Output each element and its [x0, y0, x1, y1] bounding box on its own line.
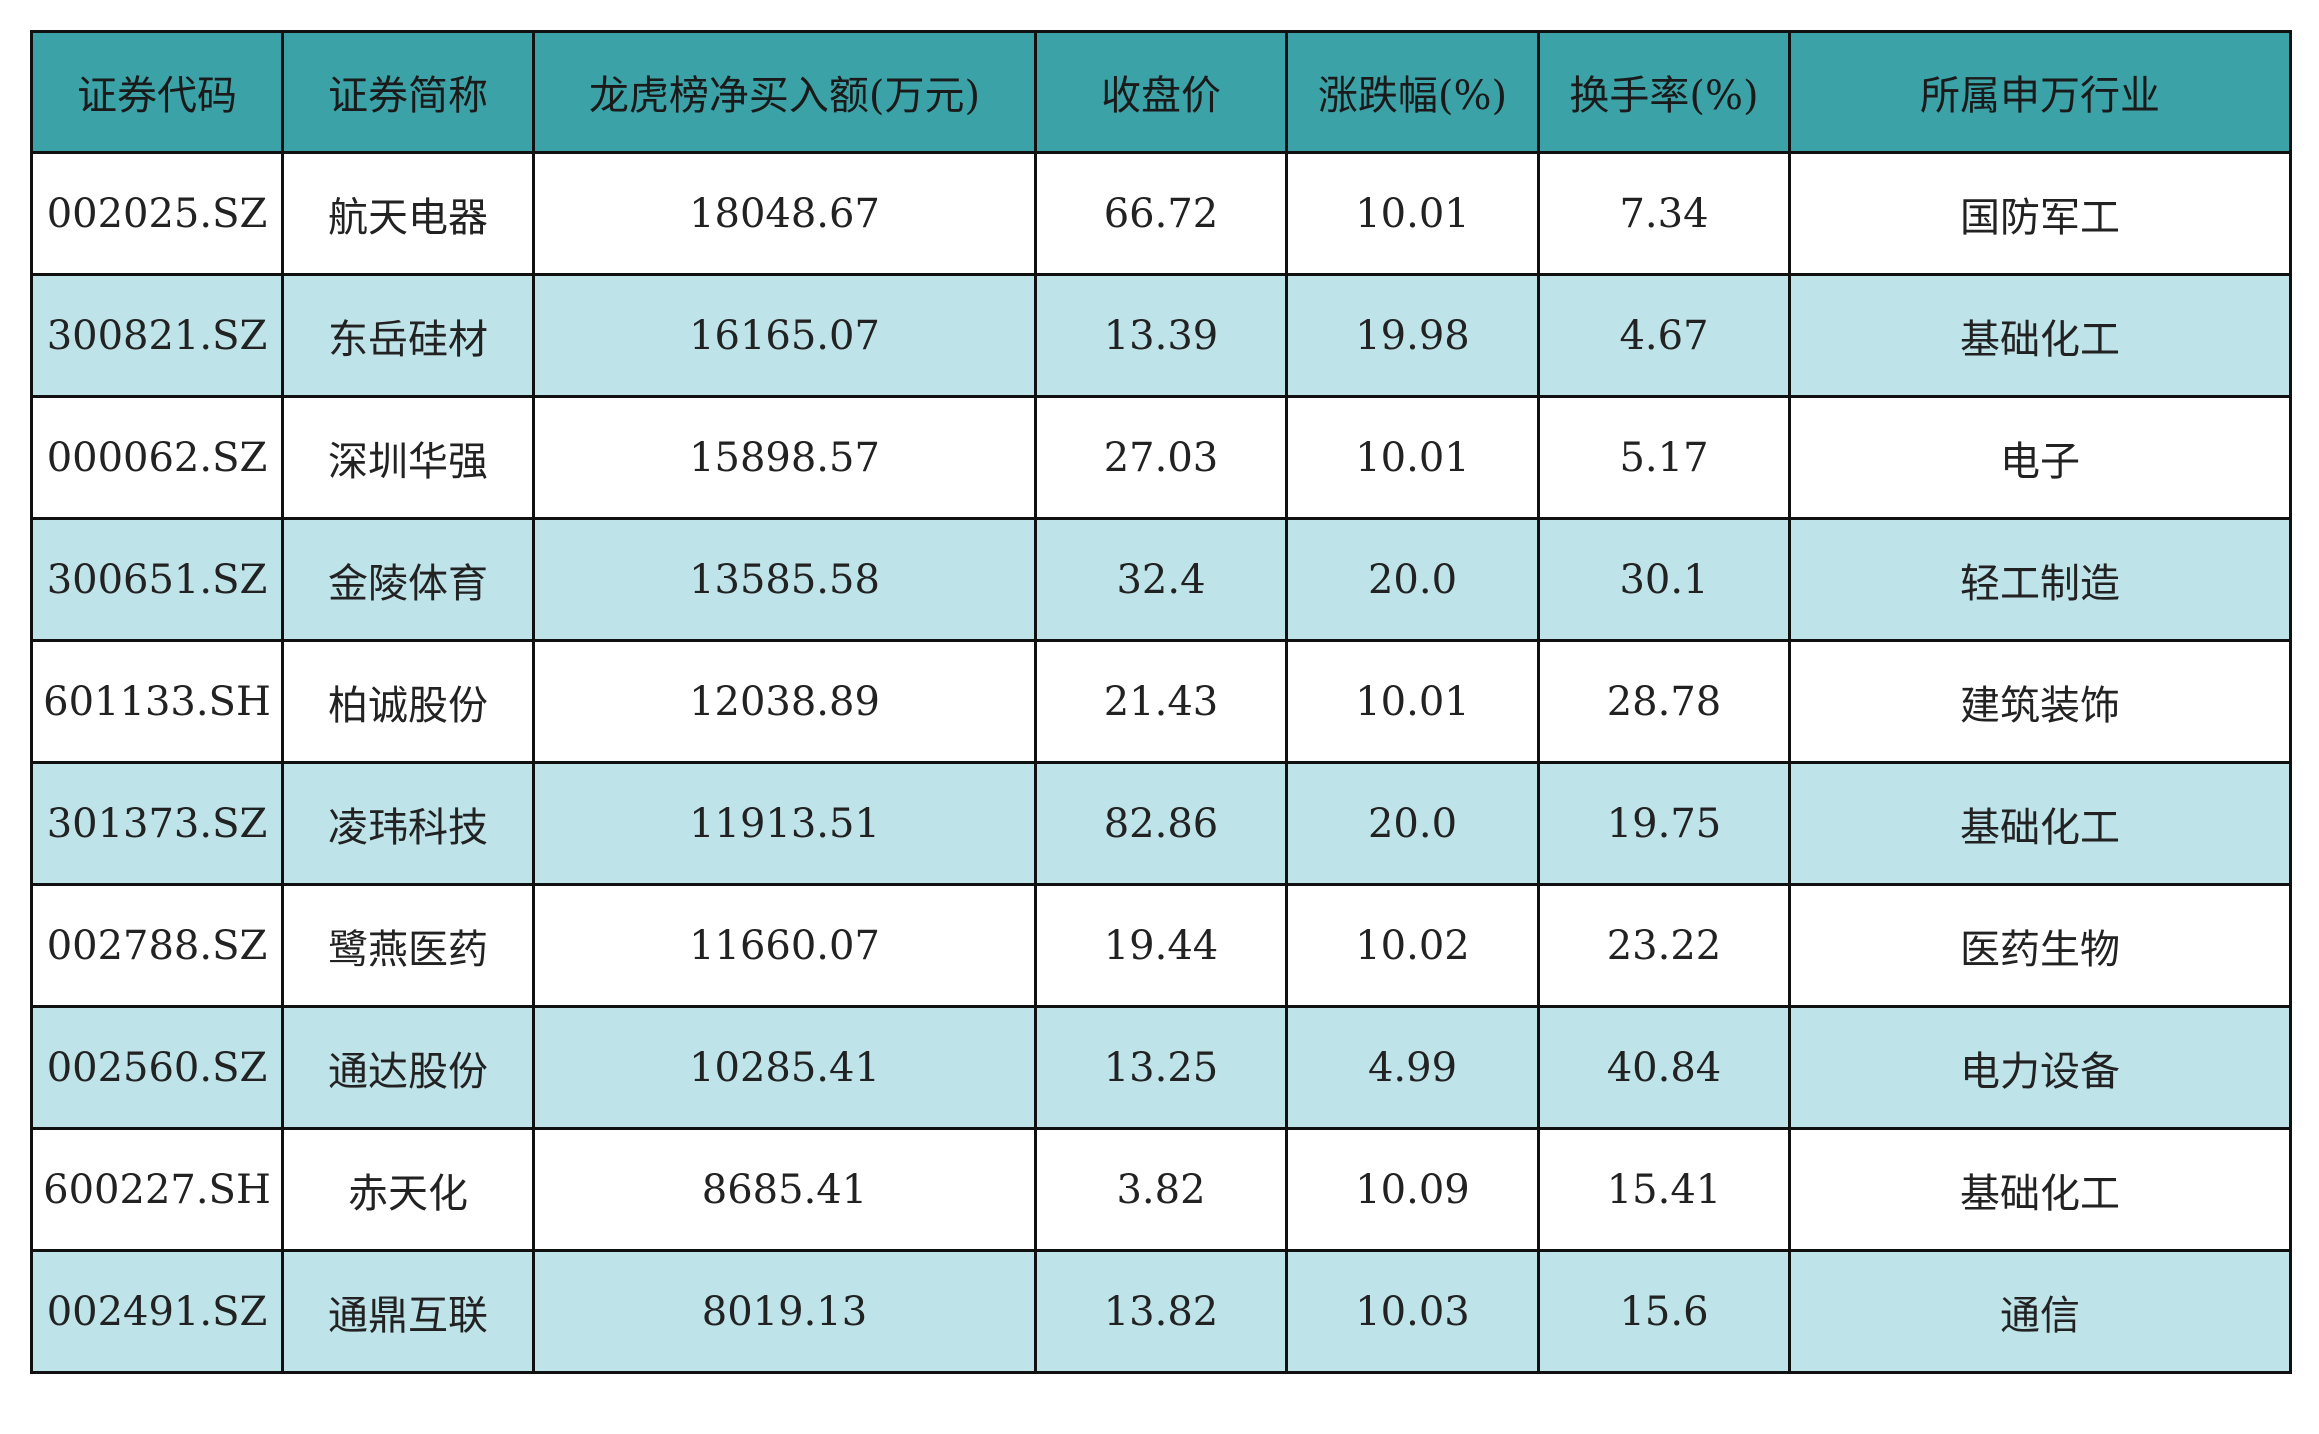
cell-industry: 电子 — [1788, 395, 2292, 520]
cell-stock-name: 赤天化 — [281, 1127, 535, 1252]
cell-industry: 电力设备 — [1788, 1005, 2292, 1130]
cell-stock-code: 002788.SZ — [30, 883, 284, 1008]
cell-turnover: 19.75 — [1537, 761, 1791, 886]
cell-net-buy: 10285.41 — [532, 1005, 1037, 1130]
cell-stock-name: 东岳硅材 — [281, 273, 535, 398]
cell-industry: 基础化工 — [1788, 1127, 2292, 1252]
cell-industry: 基础化工 — [1788, 761, 2292, 886]
cell-stock-code: 600227.SH — [30, 1127, 284, 1252]
cell-turnover: 28.78 — [1537, 639, 1791, 764]
cell-change-pct: 20.0 — [1285, 517, 1540, 642]
cell-net-buy: 8019.13 — [532, 1249, 1037, 1374]
cell-net-buy: 12038.89 — [532, 639, 1037, 764]
header-stock-code: 证券代码 — [30, 30, 284, 154]
cell-industry: 国防军工 — [1788, 151, 2292, 276]
table-row: 000062.SZ 深圳华强 15898.57 27.03 10.01 5.17 电子 — [30, 395, 2292, 520]
cell-stock-name: 航天电器 — [281, 151, 535, 276]
cell-close-price: 13.39 — [1034, 273, 1288, 398]
cell-net-buy: 11913.51 — [532, 761, 1037, 886]
cell-turnover: 7.34 — [1537, 151, 1791, 276]
cell-net-buy: 16165.07 — [532, 273, 1037, 398]
cell-stock-code: 002025.SZ — [30, 151, 284, 276]
cell-industry: 建筑装饰 — [1788, 639, 2292, 764]
cell-stock-code: 002560.SZ — [30, 1005, 284, 1130]
cell-change-pct: 4.99 — [1285, 1005, 1540, 1130]
cell-net-buy: 8685.41 — [532, 1127, 1037, 1252]
table-row: 002560.SZ 通达股份 10285.41 13.25 4.99 40.84 电力设备 — [30, 1005, 2292, 1130]
cell-stock-code: 300821.SZ — [30, 273, 284, 398]
cell-turnover: 23.22 — [1537, 883, 1791, 1008]
cell-close-price: 27.03 — [1034, 395, 1288, 520]
header-row: 证券代码 证券简称 龙虎榜净买入额(万元) 收盘价 涨跌幅(%) 换手率(%) … — [30, 30, 2292, 154]
cell-close-price: 32.4 — [1034, 517, 1288, 642]
cell-turnover: 15.6 — [1537, 1249, 1791, 1374]
table-row: 300821.SZ 东岳硅材 16165.07 13.39 19.98 4.67 基础化工 — [30, 273, 2292, 398]
cell-net-buy: 18048.67 — [532, 151, 1037, 276]
cell-industry: 医药生物 — [1788, 883, 2292, 1008]
cell-stock-name: 通达股份 — [281, 1005, 535, 1130]
cell-close-price: 82.86 — [1034, 761, 1288, 886]
cell-net-buy: 15898.57 — [532, 395, 1037, 520]
cell-net-buy: 13585.58 — [532, 517, 1037, 642]
cell-change-pct: 10.02 — [1285, 883, 1540, 1008]
cell-change-pct: 10.09 — [1285, 1127, 1540, 1252]
table-row: 002025.SZ 航天电器 18048.67 66.72 10.01 7.34 国防军工 — [30, 151, 2292, 276]
dragon-tiger-list-table: 证券代码 证券简称 龙虎榜净买入额(万元) 收盘价 涨跌幅(%) 换手率(%) … — [30, 30, 2292, 1374]
cell-close-price: 13.25 — [1034, 1005, 1288, 1130]
cell-turnover: 4.67 — [1537, 273, 1791, 398]
cell-stock-name: 柏诚股份 — [281, 639, 535, 764]
cell-close-price: 21.43 — [1034, 639, 1288, 764]
cell-change-pct: 20.0 — [1285, 761, 1540, 886]
cell-stock-name: 凌玮科技 — [281, 761, 535, 886]
cell-stock-code: 000062.SZ — [30, 395, 284, 520]
cell-close-price: 66.72 — [1034, 151, 1288, 276]
cell-change-pct: 10.01 — [1285, 151, 1540, 276]
cell-close-price: 13.82 — [1034, 1249, 1288, 1374]
cell-turnover: 5.17 — [1537, 395, 1791, 520]
table-row: 600227.SH 赤天化 8685.41 3.82 10.09 15.41 基础化工 — [30, 1127, 2292, 1252]
cell-industry: 轻工制造 — [1788, 517, 2292, 642]
header-industry: 所属申万行业 — [1788, 30, 2292, 154]
table-row: 301373.SZ 凌玮科技 11913.51 82.86 20.0 19.75 基础化工 — [30, 761, 2292, 886]
cell-change-pct: 10.01 — [1285, 639, 1540, 764]
header-turnover: 换手率(%) — [1537, 30, 1791, 154]
cell-stock-code: 301373.SZ — [30, 761, 284, 886]
cell-stock-code: 300651.SZ — [30, 517, 284, 642]
header-close-price: 收盘价 — [1034, 30, 1288, 154]
cell-stock-code: 601133.SH — [30, 639, 284, 764]
table-row: 002788.SZ 鹭燕医药 11660.07 19.44 10.02 23.22 医药生物 — [30, 883, 2292, 1008]
cell-turnover: 40.84 — [1537, 1005, 1791, 1130]
cell-stock-code: 002491.SZ — [30, 1249, 284, 1374]
header-net-buy: 龙虎榜净买入额(万元) — [532, 30, 1037, 154]
header-stock-name: 证券简称 — [281, 30, 535, 154]
cell-change-pct: 10.03 — [1285, 1249, 1540, 1374]
cell-industry: 通信 — [1788, 1249, 2292, 1374]
cell-net-buy: 11660.07 — [532, 883, 1037, 1008]
cell-turnover: 30.1 — [1537, 517, 1791, 642]
header-change-pct: 涨跌幅(%) — [1285, 30, 1540, 154]
table-row: 002491.SZ 通鼎互联 8019.13 13.82 10.03 15.6 通信 — [30, 1249, 2292, 1374]
cell-close-price: 19.44 — [1034, 883, 1288, 1008]
table-row: 601133.SH 柏诚股份 12038.89 21.43 10.01 28.78 建筑装饰 — [30, 639, 2292, 764]
cell-change-pct: 19.98 — [1285, 273, 1540, 398]
cell-stock-name: 金陵体育 — [281, 517, 535, 642]
cell-close-price: 3.82 — [1034, 1127, 1288, 1252]
cell-turnover: 15.41 — [1537, 1127, 1791, 1252]
cell-change-pct: 10.01 — [1285, 395, 1540, 520]
table-row: 300651.SZ 金陵体育 13585.58 32.4 20.0 30.1 轻工制造 — [30, 517, 2292, 642]
cell-stock-name: 深圳华强 — [281, 395, 535, 520]
cell-stock-name: 鹭燕医药 — [281, 883, 535, 1008]
cell-stock-name: 通鼎互联 — [281, 1249, 535, 1374]
cell-industry: 基础化工 — [1788, 273, 2292, 398]
